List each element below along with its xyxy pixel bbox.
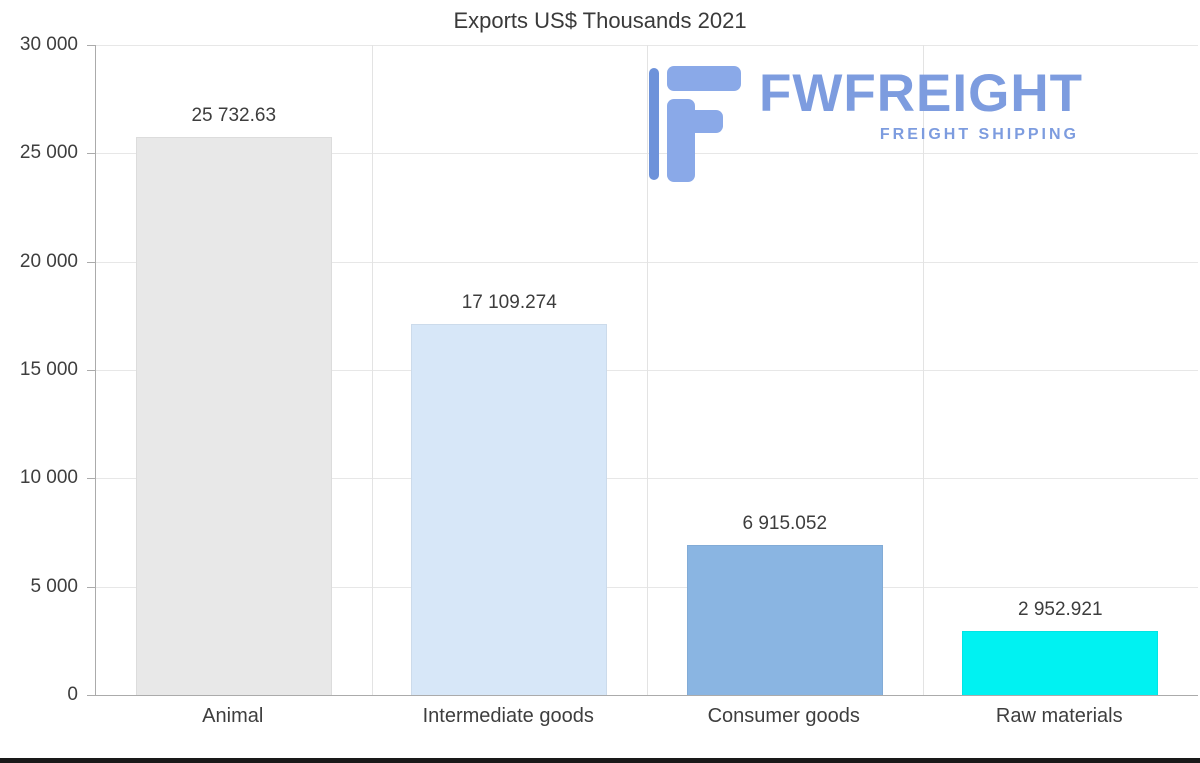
fwfreight-logo-icon [649, 66, 741, 182]
bar-value-label: 2 952.921 [1017, 599, 1103, 621]
y-tick-mark [87, 370, 95, 371]
y-tick-label: 5 000 [30, 575, 78, 597]
x-axis-labels: Animal Intermediate goods Consumer goods Ra… [95, 705, 1197, 728]
y-tick-label: 25 000 [19, 142, 78, 164]
x-category-label: Consumer goods [707, 705, 860, 727]
bar-consumer-goods [686, 545, 883, 695]
bar-value-label: 17 109.274 [461, 292, 557, 314]
logo-tagline-text: FREIGHT SHIPPING [879, 125, 1079, 143]
chart-title: Exports US$ Thousands 2021 [453, 8, 747, 33]
v-gridline [922, 45, 924, 695]
bar-value-label: 25 732.63 [191, 105, 277, 127]
bar-value-label: 6 915.052 [742, 513, 828, 535]
y-tick-mark [87, 261, 95, 263]
x-category-label: Animal [202, 705, 264, 727]
y-tick-label: 0 [67, 684, 78, 705]
y-tick-mark [87, 695, 95, 696]
bar-raw-materials [962, 631, 1159, 695]
fwfreight-logo: FWFREIGHT FREIGHT SHIPPING [649, 66, 1083, 182]
logo-text-block: FWFREIGHT FREIGHT SHIPPING [759, 66, 1083, 144]
bottom-edge-strip [0, 758, 1200, 763]
y-tick-mark [87, 153, 95, 155]
y-tick-mark [87, 478, 95, 480]
y-tick-label: 20 000 [19, 250, 78, 272]
bar-intermediate-goods [411, 324, 608, 695]
y-axis-labels: 0 5 000 10 000 15 000 20 000 25 000 30 000 [0, 34, 95, 705]
v-gridline [647, 45, 648, 695]
y-tick-mark [87, 586, 95, 588]
x-category-label: Raw materials [995, 705, 1123, 727]
logo-brand-text: FWFREIGHT [759, 64, 1083, 123]
v-gridline [371, 45, 373, 695]
plot-area: FWFREIGHT FREIGHT SHIPPING 25 732.63 17 1… [95, 45, 1198, 696]
y-tick-label: 10 000 [19, 467, 78, 489]
x-category-label: Intermediate goods [422, 705, 594, 727]
y-tick-mark [87, 45, 95, 46]
bar-animal [135, 137, 332, 695]
y-tick-label: 15 000 [19, 359, 78, 380]
y-tick-label: 30 000 [19, 34, 78, 55]
